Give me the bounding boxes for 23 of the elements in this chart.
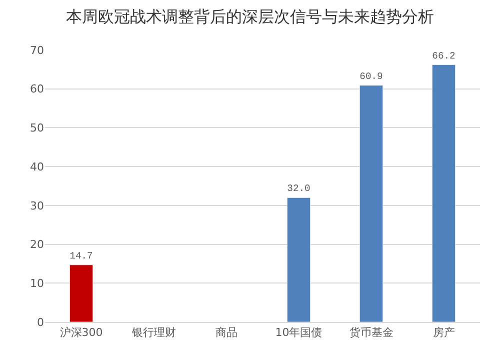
bar (432, 64, 456, 322)
data-label: 60.9 (360, 70, 384, 82)
y-tick-label: 30 (30, 199, 44, 212)
x-tick-label: 银行理财 (130, 326, 176, 340)
y-tick-label: 50 (30, 122, 44, 135)
x-tick-label: 货币基金 (349, 326, 394, 340)
y-tick-label: 40 (30, 160, 44, 174)
x-tick-label: 10年国债 (275, 326, 322, 340)
x-tick-label: 沪深300 (60, 326, 103, 340)
x-tick-label: 房产 (432, 326, 455, 340)
bar (359, 85, 384, 322)
data-label: 32.0 (287, 183, 311, 194)
y-tick-label: 10 (30, 276, 44, 290)
chart-title: 本周欧冠战术调整背后的深层次信号与未来趋势分析 (66, 7, 434, 26)
bar (286, 197, 311, 322)
data-label: 66.2 (432, 50, 456, 62)
y-tick-label: 20 (30, 238, 44, 252)
y-tick-label: 70 (30, 44, 44, 57)
data-label: 14.7 (70, 250, 94, 262)
y-tick-label: 0 (37, 316, 44, 329)
x-tick-label: 商品 (215, 326, 238, 340)
bar (69, 264, 94, 322)
y-tick-label: 60 (30, 82, 44, 96)
